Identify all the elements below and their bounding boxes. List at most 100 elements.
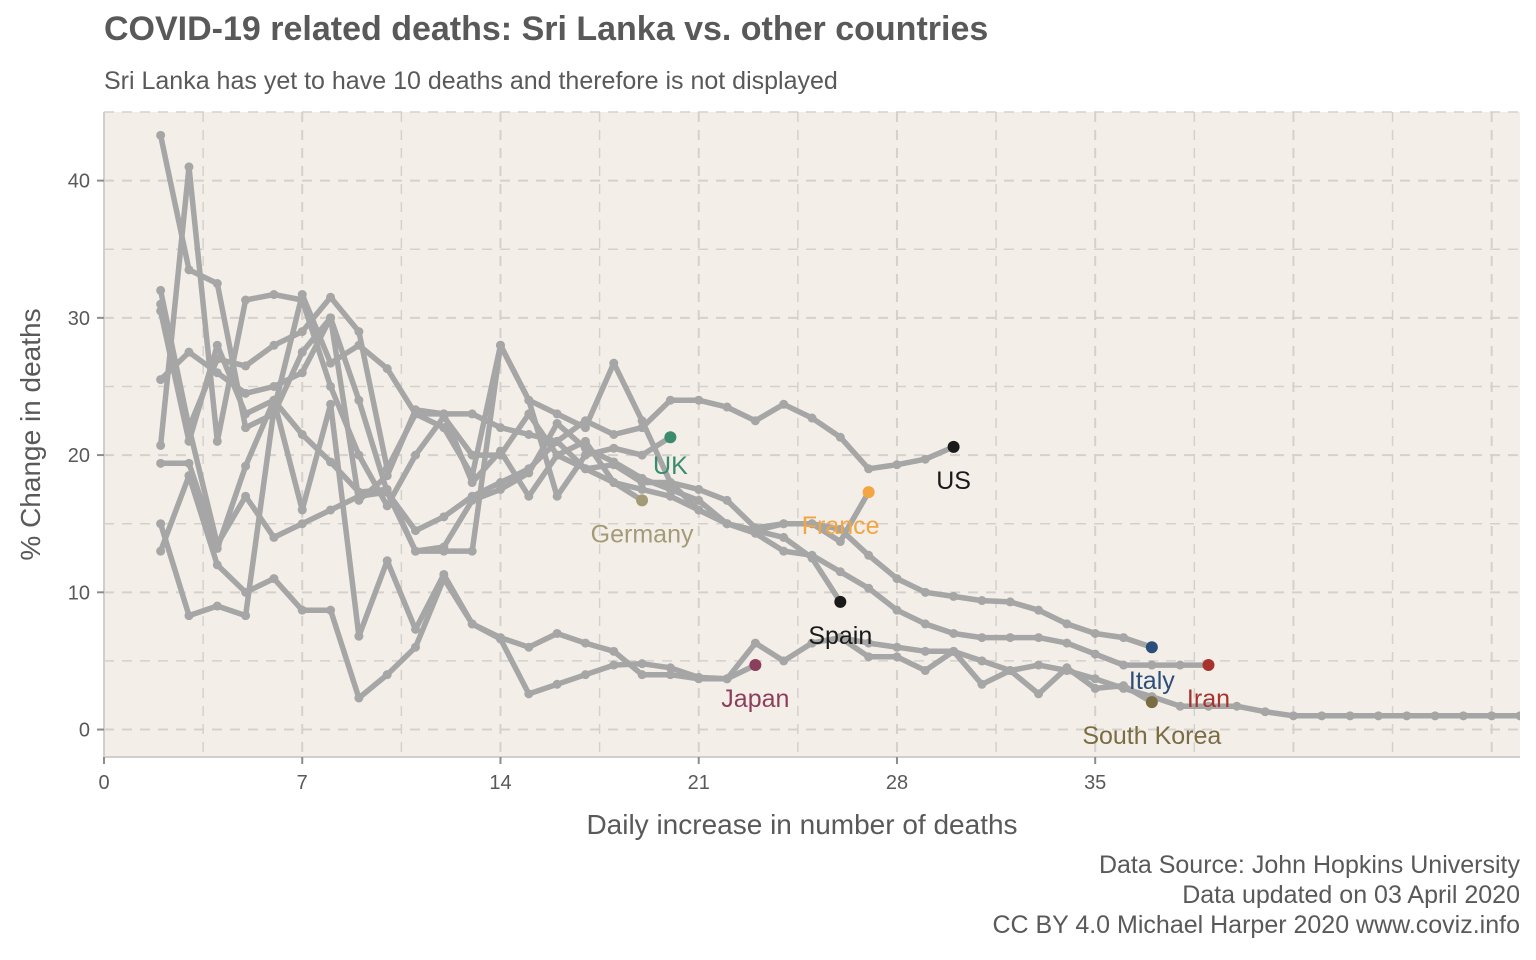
spain-point [354, 340, 364, 350]
series-9-point [1005, 666, 1015, 676]
germany-point [269, 381, 279, 391]
series-9-point [1373, 711, 1383, 721]
italy-point [807, 519, 817, 529]
iran-point [552, 419, 562, 429]
italy-label: Italy [1129, 667, 1175, 695]
us-point [694, 395, 704, 405]
uk-point [552, 491, 562, 501]
series-9-point [1288, 711, 1298, 721]
us-point [665, 395, 675, 405]
series-9-point [977, 656, 987, 666]
germany-point [411, 526, 421, 536]
france-point [269, 290, 279, 300]
germany-point [552, 436, 562, 446]
iran-point [609, 457, 619, 467]
series-group [156, 130, 1520, 721]
france-point [382, 501, 392, 511]
spain-point [495, 340, 505, 350]
france-point [524, 409, 534, 419]
germany-point [297, 368, 307, 378]
south-korea-point [864, 652, 874, 662]
uk-endpoint [664, 431, 677, 444]
france-point [609, 478, 619, 488]
iran-point [892, 605, 902, 615]
iran-point [722, 519, 732, 529]
italy-point [241, 423, 251, 433]
italy-point [411, 405, 421, 415]
us-label: US [936, 467, 971, 495]
italy-point [467, 478, 477, 488]
spain-point [637, 416, 647, 426]
germany-point [184, 347, 194, 357]
japan-point [524, 642, 534, 652]
iran-label: Iran [1187, 685, 1230, 713]
japan-endpoint [749, 659, 762, 672]
us-endpoint [947, 440, 960, 453]
italy-point [326, 313, 336, 323]
south-korea-point [269, 395, 279, 405]
south-korea-point [382, 556, 392, 566]
italy-point [1062, 619, 1072, 629]
italy-point [524, 491, 534, 501]
japan-label: Japan [721, 685, 789, 713]
y-tick-label: 10 [68, 582, 90, 604]
spain-point [241, 611, 251, 621]
us-point [269, 340, 279, 350]
italy-point [1090, 628, 1100, 638]
south-korea-point [411, 624, 421, 634]
us-point [609, 430, 619, 439]
iran-point [1119, 660, 1129, 670]
series-9-point [1345, 711, 1355, 721]
spain-point [156, 519, 166, 529]
uk-point [326, 457, 336, 467]
iran-point [156, 285, 166, 295]
france-point [156, 440, 166, 450]
x-tick-label: 28 [886, 772, 908, 794]
south-korea-point [1090, 683, 1100, 693]
series-9-point [1119, 683, 1129, 693]
iran-point [835, 567, 845, 577]
south-korea-point [524, 689, 534, 699]
spain-point [184, 611, 194, 621]
south-korea-point [326, 399, 336, 409]
caption: Data Source: John Hopkins University Dat… [992, 850, 1520, 940]
iran-point [1090, 649, 1100, 659]
japan-point [552, 628, 562, 638]
us-point [920, 454, 930, 464]
series-9-point [1487, 711, 1497, 721]
south-korea-point [156, 458, 166, 468]
japan-point [156, 546, 166, 556]
us-point [722, 402, 732, 412]
x-axis-title: Daily increase in number of deaths [586, 809, 1017, 840]
italy-point [920, 587, 930, 597]
spain-point [552, 409, 562, 419]
y-tick-label: 0 [79, 720, 90, 742]
japan-point [297, 605, 307, 615]
uk-point [212, 340, 222, 350]
uk-point [637, 450, 647, 460]
south-korea-point [354, 631, 364, 641]
iran-point [297, 519, 307, 529]
iran-point [807, 550, 817, 560]
germany-point [354, 395, 364, 405]
iran-point [269, 532, 279, 542]
us-point [835, 432, 845, 442]
uk-label: UK [653, 452, 688, 480]
spain-point [326, 358, 336, 368]
italy-point [892, 574, 902, 584]
series-9-point [1034, 660, 1044, 670]
iran-point [411, 546, 421, 556]
south-korea-point [552, 679, 562, 689]
italy-point [297, 347, 307, 357]
germany-point [156, 375, 166, 385]
iran-point [1005, 633, 1015, 643]
us-point [807, 413, 817, 423]
series-9-point [1203, 701, 1213, 711]
uk-point [297, 430, 307, 439]
uk-point [580, 450, 590, 460]
x-tick-label: 21 [688, 772, 710, 794]
spain-point [694, 505, 704, 515]
plot-panel [104, 112, 1520, 757]
south-korea-point [467, 619, 477, 629]
